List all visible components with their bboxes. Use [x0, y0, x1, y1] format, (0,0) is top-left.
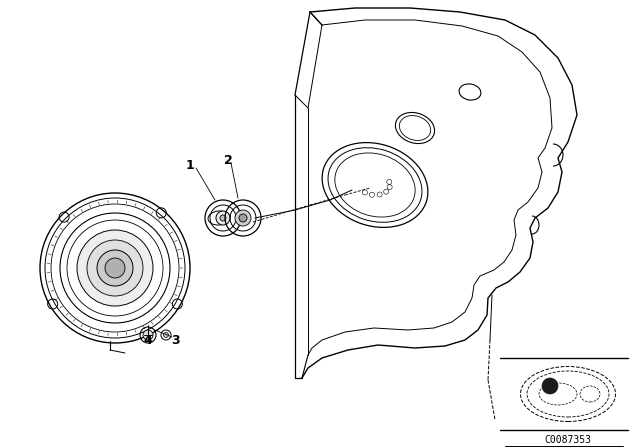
Circle shape — [87, 240, 143, 296]
Circle shape — [235, 210, 251, 226]
Circle shape — [220, 215, 226, 221]
Circle shape — [97, 250, 133, 286]
Circle shape — [143, 330, 153, 340]
Text: 1: 1 — [186, 159, 195, 172]
Text: 3: 3 — [171, 333, 179, 346]
Circle shape — [542, 378, 558, 394]
Circle shape — [163, 332, 168, 337]
Circle shape — [239, 214, 247, 222]
Text: 4: 4 — [143, 333, 152, 346]
Text: C0087353: C0087353 — [545, 435, 591, 445]
Circle shape — [216, 211, 230, 225]
Text: 2: 2 — [223, 154, 232, 167]
Circle shape — [105, 258, 125, 278]
Circle shape — [77, 230, 153, 306]
